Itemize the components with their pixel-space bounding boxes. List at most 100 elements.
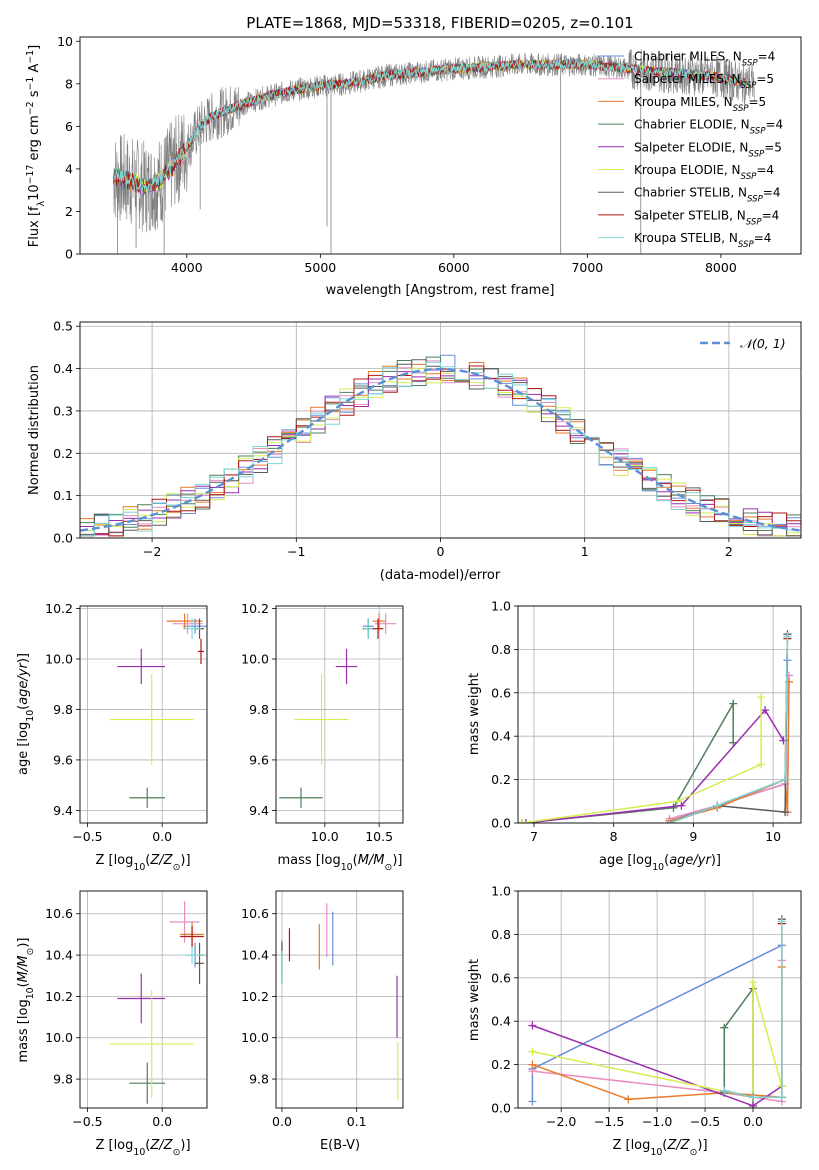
- label-part: Kroupa STELIB, N: [634, 231, 738, 245]
- spectrum-axes: 4000 5000 6000 7000 8000 0 2 4 6 8 10: [57, 34, 802, 275]
- plot-area: [109, 613, 207, 808]
- label-part: SSP: [747, 195, 764, 205]
- mass-weight-marker: [528, 1097, 537, 1106]
- y-tick-label: 9.8: [53, 702, 73, 717]
- mass-weight-line: [724, 921, 783, 1098]
- label-part: Salpeter ELODIE, N: [634, 140, 748, 154]
- mass-weight-marker: [720, 1086, 729, 1095]
- y-axis-label: age [log10(age/yr)]: [16, 653, 36, 775]
- x-tick-label: 9: [689, 829, 697, 844]
- x-tick-label: −2.0: [546, 1114, 576, 1129]
- x-axis-label: mass [log10(M/M⊙)]: [278, 853, 403, 873]
- label-part: )]: [697, 1138, 707, 1153]
- y-tick-label: 0.8: [491, 642, 511, 657]
- mass-weight-marker: [757, 760, 766, 769]
- label-part: SSP: [738, 240, 755, 250]
- x-tick-label: −2: [143, 544, 161, 559]
- label-part: s: [27, 90, 42, 101]
- label-part: ⊙: [173, 1147, 181, 1158]
- legend-entry: Kroupa ELODIE, NSSP=4: [634, 163, 774, 182]
- mass-weight-marker: [781, 808, 790, 817]
- x-axis-label: age [log10(age/yr)]: [599, 853, 721, 873]
- y-tick-label: 0.6: [491, 970, 511, 985]
- axes-frame: [275, 890, 404, 1109]
- mass-weight-line: [669, 638, 789, 823]
- label-part: Z/Z: [149, 1138, 173, 1153]
- label-part: )]: [16, 653, 31, 663]
- label-part: SSP: [748, 149, 765, 159]
- mass-weight-line: [669, 634, 789, 823]
- mass-weight-marker: [673, 797, 682, 806]
- x-tick-label: 10.0: [311, 829, 339, 844]
- mass-weight-marker: [677, 801, 686, 810]
- y-axis-label: Normed distribution: [27, 365, 42, 495]
- x-tick-label: 0.0: [152, 829, 172, 844]
- y-tick-label: 2: [65, 204, 73, 219]
- x-tick-label: 7000: [571, 260, 603, 275]
- mass-weight-line: [532, 981, 783, 1099]
- label-part: 10: [27, 184, 42, 201]
- label-part: erg cm: [27, 115, 42, 164]
- mass-weight-marker: [528, 1021, 537, 1030]
- x-tick-label: 7: [530, 829, 538, 844]
- label-part: age/yr: [16, 661, 31, 704]
- label-part: log: [632, 853, 652, 868]
- legend-entry: 𝒩(0, 1): [740, 336, 786, 351]
- mass-weight-marker: [777, 917, 786, 926]
- y-tick-label: 0.2: [491, 1057, 511, 1072]
- mass-weight-marker: [528, 1047, 537, 1056]
- x-axis-label: Z [log10(Z/Z⊙)]: [95, 853, 190, 873]
- label-part: 10: [650, 1147, 662, 1158]
- y-tick-label: 0.0: [491, 1101, 511, 1116]
- y-axis-label: mass [log10(M/M⊙)]: [16, 938, 36, 1063]
- x-tick-label: 10.5: [365, 829, 393, 844]
- label-part: =5: [764, 140, 782, 154]
- label-part: age/yr: [669, 853, 712, 868]
- x-tick-label: −0.5: [690, 1114, 720, 1129]
- legend-entry: Kroupa STELIB, NSSP=4: [634, 231, 771, 250]
- label-part: log: [16, 722, 31, 742]
- legend-entry: Kroupa MILES, NSSP=5: [634, 95, 766, 114]
- y-tick-label: 9.6: [53, 752, 73, 767]
- mass-weight-marker: [749, 978, 758, 987]
- y-tick-label: 1.0: [491, 884, 511, 899]
- plot-area: [80, 354, 801, 537]
- y-tick-label: 9.4: [249, 803, 269, 818]
- y-tick-label: 9.4: [53, 803, 73, 818]
- mass-weight-marker: [749, 1101, 758, 1108]
- axes-frame: [275, 605, 404, 824]
- x-tick-label: 2: [725, 544, 733, 559]
- plot-area: [279, 613, 397, 808]
- age-vs-mass-axes: 10.0 10.5 9.4 9.6 9.8 10.0 10.2: [241, 601, 404, 844]
- label-part: −17: [25, 165, 36, 185]
- x-axis-label: (data-model)/error: [380, 568, 501, 583]
- axes-frame: [79, 605, 208, 824]
- x-tick-label: 10: [765, 829, 781, 844]
- label-part: A: [27, 64, 42, 77]
- x-tick-label: 0.0: [272, 1114, 292, 1129]
- x-axis-label: wavelength [Angstrom, rest frame]: [326, 283, 555, 298]
- label-part: =4: [756, 163, 774, 177]
- label-part: log: [16, 999, 31, 1019]
- label-part: age [: [16, 742, 31, 775]
- x-tick-label: −1.0: [642, 1114, 672, 1129]
- label-part: ⊙: [25, 948, 36, 956]
- y-tick-label: 1.0: [491, 599, 511, 614]
- y-tick-label: 0.6: [491, 685, 511, 700]
- mass-weight-line: [723, 986, 754, 1108]
- weight-vs-age-axes: 7 8 9 10 0.0 0.2 0.4 0.6 0.8 1.0: [491, 599, 802, 844]
- label-part: 10: [133, 1147, 145, 1158]
- y-tick-label: 0.4: [491, 1014, 511, 1029]
- label-part: (: [353, 853, 358, 868]
- residual-histogram: [80, 365, 801, 537]
- model-spectrum: [113, 58, 748, 194]
- axes-frame: [79, 36, 802, 255]
- label-part: =4: [763, 186, 781, 200]
- weight-vs-Z-axes: −2.0 −1.5 −1.0 −0.5 0.0 0.0 0.2 0.4 0.6 0.8 1.0: [491, 884, 802, 1129]
- plot-area: [281, 903, 399, 1100]
- label-part: 10: [341, 862, 353, 873]
- label-part: ⊙: [385, 862, 393, 873]
- mass-weight-marker: [749, 1093, 758, 1102]
- mass-weight-marker: [729, 699, 738, 708]
